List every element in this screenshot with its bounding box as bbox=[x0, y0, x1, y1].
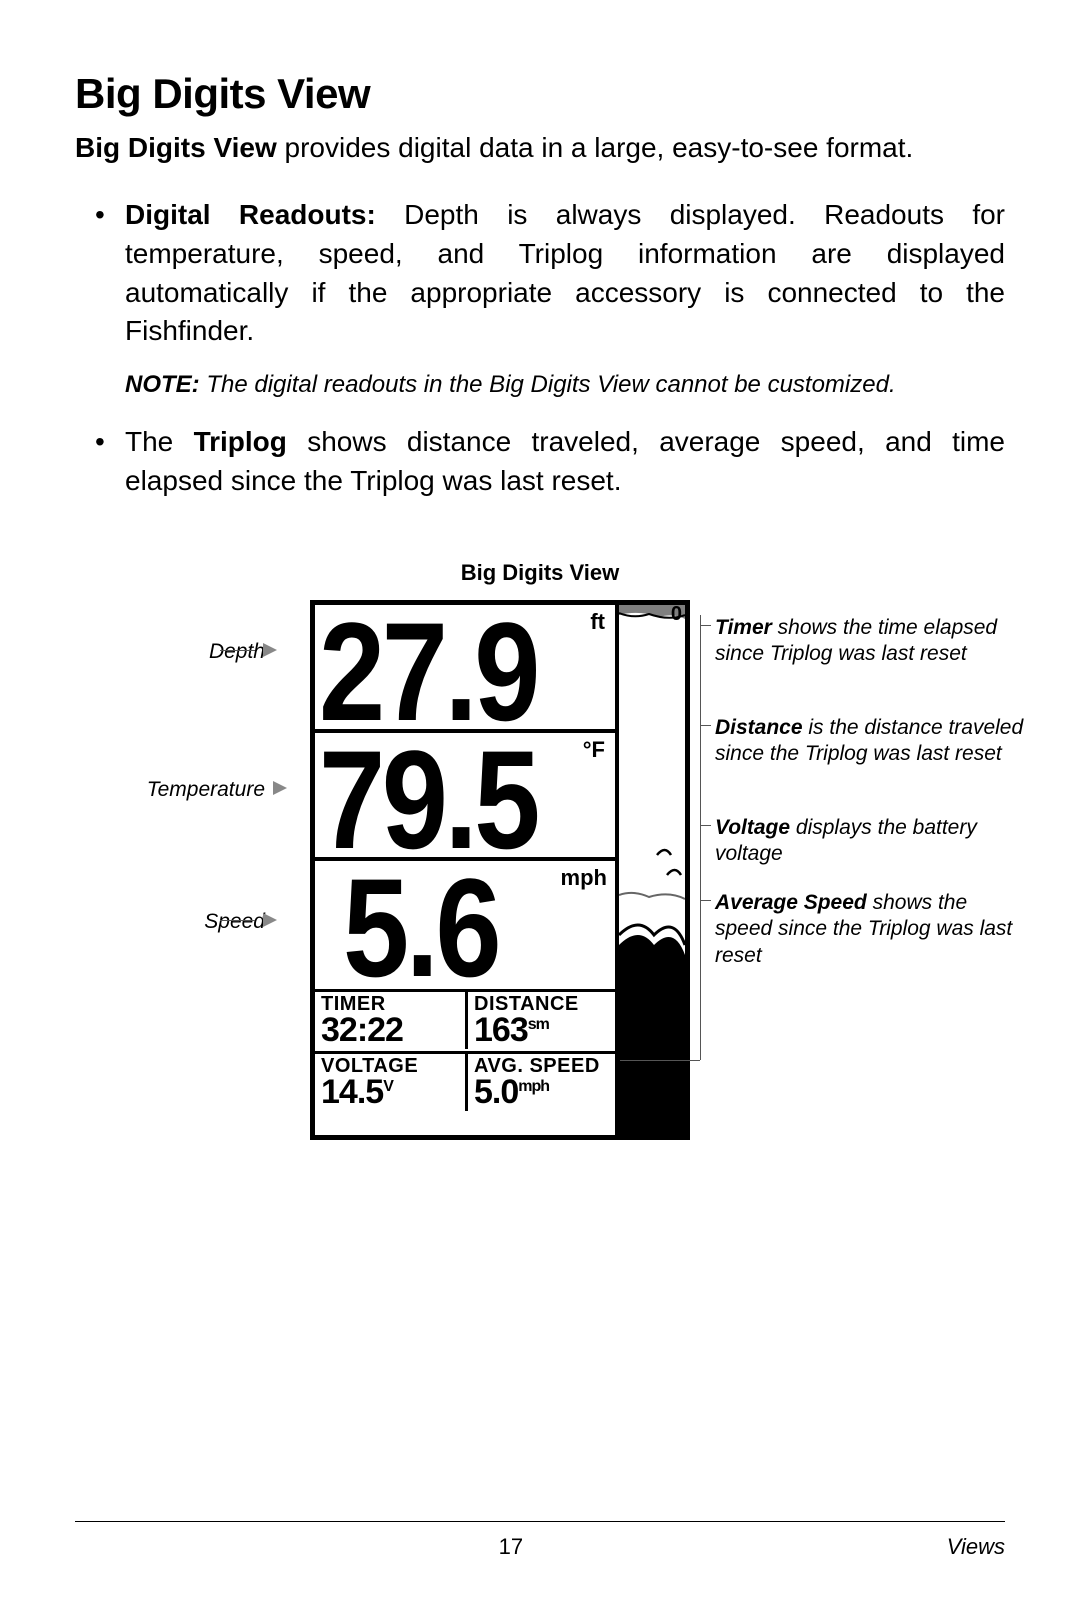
annotation-voltage: Voltage displays the battery voltage bbox=[715, 815, 1025, 868]
annotation-distance: Distance is the distance traveled since … bbox=[715, 715, 1025, 768]
bullet2-bold: Triplog bbox=[194, 426, 287, 457]
note-label: NOTE: bbox=[125, 371, 200, 398]
sonar-strip: 0 40 bbox=[615, 605, 685, 1135]
arrow-depth-icon bbox=[263, 643, 277, 657]
intro-paragraph: Big Digits View provides digital data in… bbox=[75, 130, 1005, 166]
section-name: Views bbox=[947, 1534, 1005, 1560]
arrow-temp-icon bbox=[273, 781, 287, 795]
tick-timer bbox=[701, 625, 711, 626]
page-heading: Big Digits View bbox=[75, 70, 1005, 118]
tick-avg bbox=[701, 900, 711, 901]
intro-rest: provides digital data in a large, easy-t… bbox=[277, 132, 914, 163]
readout-depth: 27.9 ft bbox=[315, 605, 615, 733]
annotation-timer: Timer shows the time elapsed since Tripl… bbox=[715, 615, 1025, 668]
speed-value: 5.6 bbox=[343, 861, 498, 994]
depth-value: 27.9 bbox=[319, 605, 537, 738]
page-footer: 17 Views bbox=[75, 1521, 1005, 1560]
readout-temperature: 79.5 °F bbox=[315, 733, 615, 861]
figure-caption: Big Digits View bbox=[75, 560, 1005, 586]
anno-avg-bold: Average Speed bbox=[715, 891, 867, 914]
label-speed: Speed bbox=[204, 910, 265, 934]
bracket-vertical bbox=[700, 615, 701, 1060]
readout-speed: 5.6 mph bbox=[315, 861, 615, 989]
distance-value-cell: 163sm bbox=[465, 1013, 615, 1049]
speed-unit: mph bbox=[561, 865, 607, 891]
depth-unit: ft bbox=[590, 609, 605, 635]
note-paragraph: NOTE: The digital readouts in the Big Di… bbox=[75, 371, 1005, 399]
timer-value: 32:22 bbox=[315, 1013, 465, 1049]
label-depth-text: Depth bbox=[209, 640, 265, 663]
voltage-value: 14.5 bbox=[321, 1073, 383, 1111]
avg-unit: mph bbox=[518, 1078, 549, 1095]
intro-bold: Big Digits View bbox=[75, 132, 277, 163]
note-text: The digital readouts in the Big Digits V… bbox=[200, 371, 896, 398]
quad-row2-values: 14.5V 5.0mph bbox=[315, 1075, 615, 1111]
label-temperature: Temperature bbox=[147, 778, 265, 802]
tick-voltage bbox=[701, 825, 711, 826]
device-screen: 0 40 27.9 ft 79.5 °F 5.6 mph bbox=[310, 600, 690, 1140]
voltage-unit: V bbox=[383, 1078, 393, 1095]
label-speed-text: Speed bbox=[204, 910, 265, 933]
leader-speed bbox=[220, 920, 255, 921]
bullet-triplog: The Triplog shows distance traveled, ave… bbox=[125, 423, 1005, 500]
footer-rule bbox=[75, 1521, 1005, 1522]
annotation-avg-speed: Average Speed shows the speed since the … bbox=[715, 890, 1025, 969]
quad-row1-values: 32:22 163sm bbox=[315, 1013, 615, 1049]
label-temperature-text: Temperature bbox=[147, 778, 265, 801]
avg-value-cell: 5.0mph bbox=[465, 1075, 615, 1111]
label-depth: Depth bbox=[209, 640, 265, 664]
temp-unit: °F bbox=[583, 737, 605, 763]
voltage-value-cell: 14.5V bbox=[315, 1075, 465, 1111]
page-number: 17 bbox=[499, 1534, 523, 1560]
bullet1-bold: Digital Readouts: bbox=[125, 199, 376, 230]
anno-distance-bold: Distance bbox=[715, 716, 803, 739]
bullet-digital-readouts: Digital Readouts: Depth is always displa… bbox=[125, 196, 1005, 351]
anno-voltage-bold: Voltage bbox=[715, 816, 790, 839]
sonar-scale-bottom: 40 bbox=[660, 1114, 682, 1135]
bracket-leader bbox=[620, 1060, 700, 1061]
avg-value: 5.0 bbox=[474, 1073, 518, 1111]
leader-depth bbox=[220, 650, 255, 651]
distance-unit: sm bbox=[528, 1016, 549, 1033]
anno-timer-bold: Timer bbox=[715, 616, 772, 639]
arrow-speed-icon bbox=[263, 913, 277, 927]
bullet2-pre: The bbox=[125, 426, 194, 457]
tick-distance bbox=[701, 725, 711, 726]
distance-value: 163 bbox=[474, 1011, 528, 1049]
temp-value: 79.5 bbox=[319, 733, 537, 866]
figure-big-digits: Big Digits View Depth Temperature Speed … bbox=[75, 560, 1005, 1280]
sonar-graphic-icon bbox=[619, 605, 685, 1135]
